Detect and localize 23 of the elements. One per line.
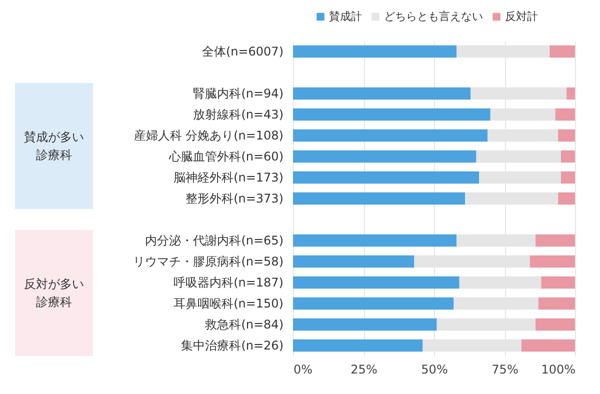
y-tick-label: 呼吸器内科(n=187) xyxy=(174,276,284,290)
x-tick-label: 25% xyxy=(350,362,378,376)
legend-label: どちらとも言えない xyxy=(384,10,483,23)
y-tick-label: 内分泌・代謝内科(n=65) xyxy=(145,234,284,248)
y-tick-label: 全体(n=6007) xyxy=(202,44,284,58)
group-panel: 反対が多い診療科 xyxy=(15,230,93,356)
group-panel: 賛成が多い診療科 xyxy=(15,83,93,209)
y-tick-label: 整形外科(n=373) xyxy=(186,192,284,206)
y-tick-label: 救急科(n=84) xyxy=(204,318,284,332)
legend-label: 反対計 xyxy=(505,10,538,23)
y-tick-label: 心臓血管外科(n=60) xyxy=(168,150,284,164)
x-tick-label: 100% xyxy=(541,362,576,376)
y-tick-label: 腎臓内科(n=94) xyxy=(193,86,284,100)
y-tick-label: 脳神経外科(n=173) xyxy=(174,170,284,184)
x-tick-label: 0% xyxy=(294,362,313,376)
y-tick-label: リウマチ・膠原病科(n=58) xyxy=(133,254,284,268)
y-tick-label: 集中治療科(n=26) xyxy=(181,338,284,352)
x-tick-label: 50% xyxy=(421,362,448,376)
y-tick-label: 耳鼻咽喉科(n=150) xyxy=(174,296,284,310)
x-tick-label: 75% xyxy=(492,362,518,376)
y-tick-label: 放射線科(n=43) xyxy=(193,108,284,122)
y-tick-label: 産婦人科 分娩あり(n=108) xyxy=(134,128,284,142)
legend-label: 賛成計 xyxy=(329,10,362,23)
